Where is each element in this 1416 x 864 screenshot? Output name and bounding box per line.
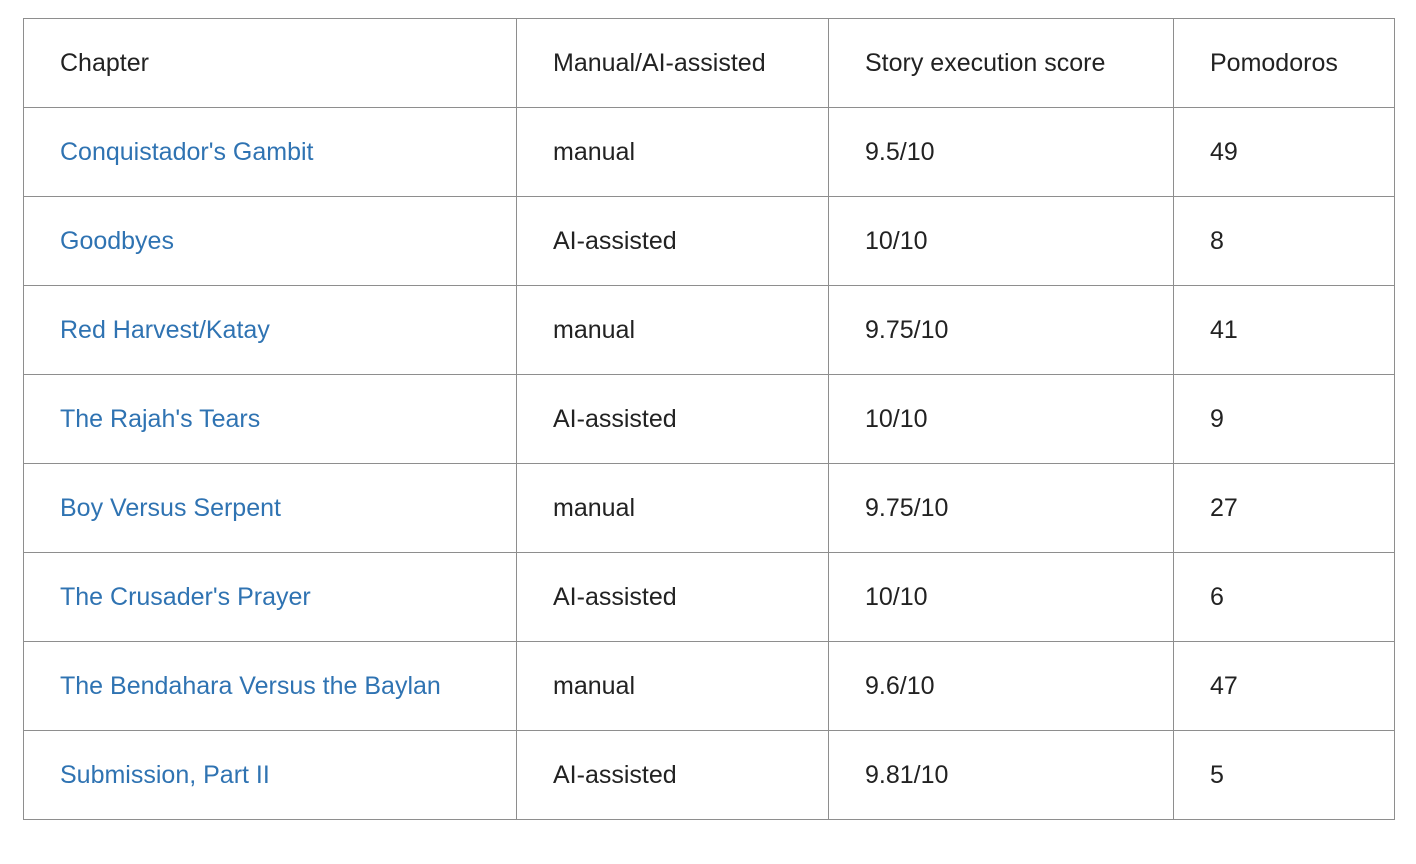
header-chapter: Chapter: [23, 18, 517, 108]
mode-cell: AI-assisted: [516, 552, 829, 642]
table-row: Submission, Part II AI-assisted 9.81/10 …: [23, 730, 1395, 820]
mode-cell: AI-assisted: [516, 374, 829, 464]
mode-cell: manual: [516, 285, 829, 375]
table-header-row: Chapter Manual/AI-assisted Story executi…: [23, 18, 1395, 108]
chapter-cell: Boy Versus Serpent: [23, 463, 517, 553]
pomodoros-cell: 27: [1173, 463, 1395, 553]
table-row: The Crusader's Prayer AI-assisted 10/10 …: [23, 552, 1395, 642]
score-cell: 9.6/10: [828, 641, 1174, 731]
chapter-cell: Goodbyes: [23, 196, 517, 286]
score-cell: 9.5/10: [828, 107, 1174, 197]
chapter-table: Chapter Manual/AI-assisted Story executi…: [23, 18, 1395, 820]
mode-cell: manual: [516, 107, 829, 197]
chapter-cell: The Crusader's Prayer: [23, 552, 517, 642]
chapter-cell: The Rajah's Tears: [23, 374, 517, 464]
mode-cell: manual: [516, 463, 829, 553]
chapter-link[interactable]: Red Harvest/Katay: [60, 315, 270, 344]
mode-cell: manual: [516, 641, 829, 731]
score-cell: 9.75/10: [828, 463, 1174, 553]
chapter-cell: Red Harvest/Katay: [23, 285, 517, 375]
pomodoros-cell: 9: [1173, 374, 1395, 464]
score-cell: 10/10: [828, 196, 1174, 286]
header-mode: Manual/AI-assisted: [516, 18, 829, 108]
header-score: Story execution score: [828, 18, 1174, 108]
chapter-link[interactable]: Goodbyes: [60, 226, 174, 255]
score-cell: 10/10: [828, 552, 1174, 642]
pomodoros-cell: 47: [1173, 641, 1395, 731]
chapter-cell: Conquistador's Gambit: [23, 107, 517, 197]
chapter-table-container: Chapter Manual/AI-assisted Story executi…: [23, 18, 1395, 820]
chapter-link[interactable]: Boy Versus Serpent: [60, 493, 281, 522]
chapter-link[interactable]: The Bendahara Versus the Baylan: [60, 671, 441, 700]
chapter-link[interactable]: Submission, Part II: [60, 760, 270, 789]
table-row: Goodbyes AI-assisted 10/10 8: [23, 196, 1395, 286]
chapter-cell: Submission, Part II: [23, 730, 517, 820]
pomodoros-cell: 8: [1173, 196, 1395, 286]
mode-cell: AI-assisted: [516, 730, 829, 820]
table-row: Conquistador's Gambit manual 9.5/10 49: [23, 107, 1395, 197]
chapter-link[interactable]: The Rajah's Tears: [60, 404, 261, 433]
table-row: Boy Versus Serpent manual 9.75/10 27: [23, 463, 1395, 553]
chapter-cell: The Bendahara Versus the Baylan: [23, 641, 517, 731]
pomodoros-cell: 6: [1173, 552, 1395, 642]
score-cell: 10/10: [828, 374, 1174, 464]
pomodoros-cell: 5: [1173, 730, 1395, 820]
chapter-link[interactable]: Conquistador's Gambit: [60, 137, 314, 166]
table-row: The Bendahara Versus the Baylan manual 9…: [23, 641, 1395, 731]
score-cell: 9.81/10: [828, 730, 1174, 820]
mode-cell: AI-assisted: [516, 196, 829, 286]
score-cell: 9.75/10: [828, 285, 1174, 375]
pomodoros-cell: 49: [1173, 107, 1395, 197]
table-row: The Rajah's Tears AI-assisted 10/10 9: [23, 374, 1395, 464]
chapter-link[interactable]: The Crusader's Prayer: [60, 582, 311, 611]
pomodoros-cell: 41: [1173, 285, 1395, 375]
header-pomodoros: Pomodoros: [1173, 18, 1395, 108]
table-row: Red Harvest/Katay manual 9.75/10 41: [23, 285, 1395, 375]
